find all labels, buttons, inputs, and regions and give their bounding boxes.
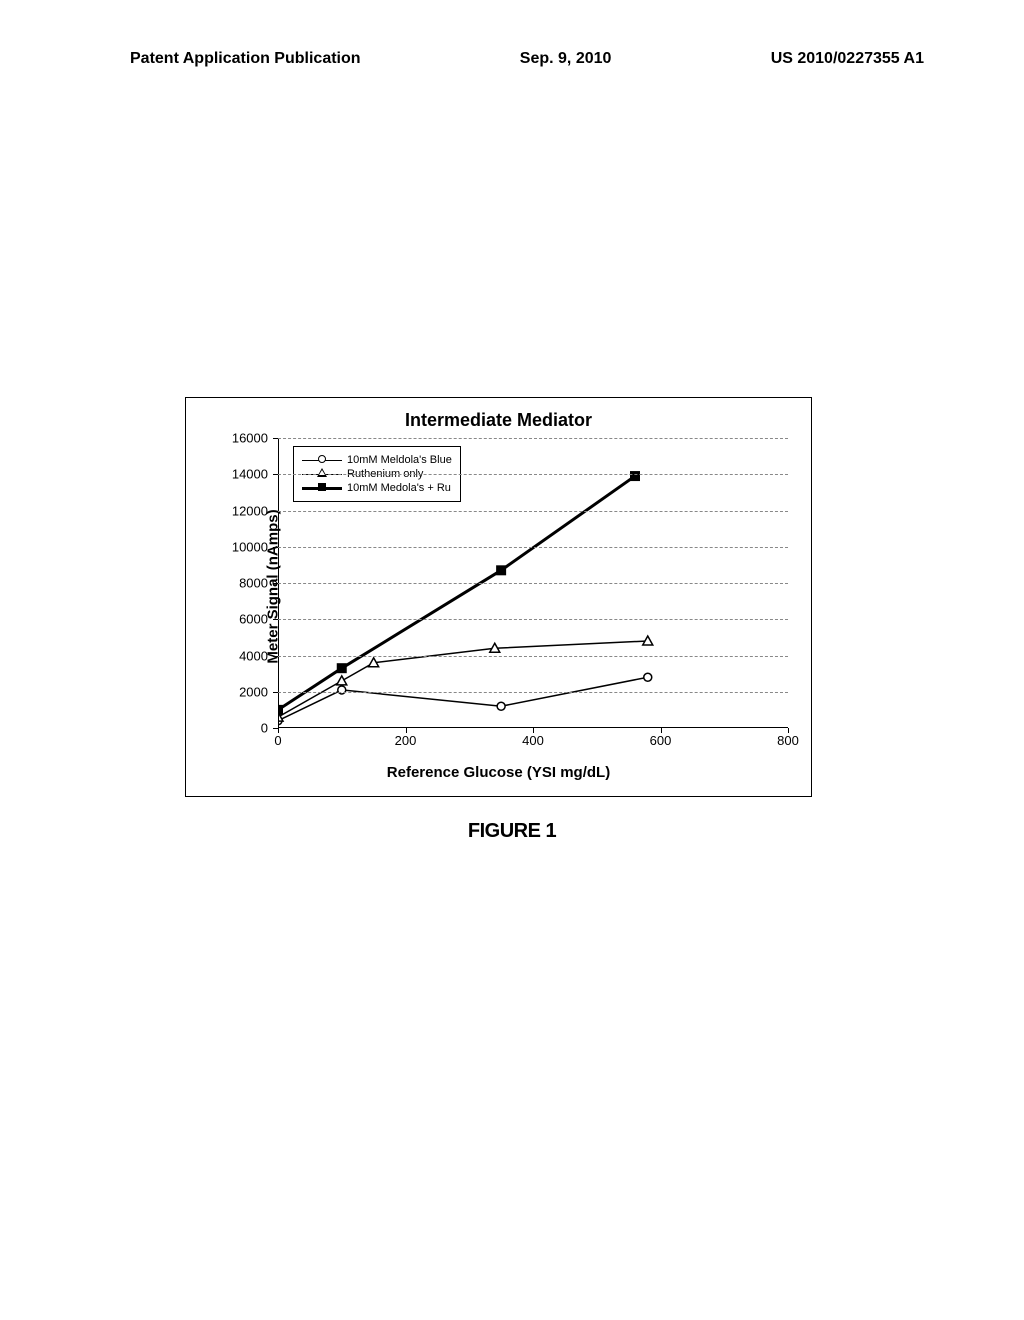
x-tick-label: 0	[274, 733, 281, 748]
y-tick-label: 14000	[232, 467, 268, 482]
gridline	[278, 656, 788, 657]
data-marker	[630, 471, 640, 481]
gridline	[278, 438, 788, 439]
header-right: US 2010/0227355 A1	[771, 50, 924, 68]
legend-item: 10mM Medola's + Ru	[302, 482, 452, 494]
y-tick	[273, 547, 278, 548]
data-marker	[337, 663, 347, 673]
y-tick-label: 0	[261, 721, 268, 736]
square-marker-icon	[318, 483, 326, 491]
gridline	[278, 692, 788, 693]
y-tick-label: 6000	[239, 612, 268, 627]
y-tick-label: 8000	[239, 576, 268, 591]
series-line	[278, 641, 648, 717]
x-tick-label: 800	[777, 733, 799, 748]
x-tick-label: 600	[650, 733, 672, 748]
header-left: Patent Application Publication	[130, 50, 361, 68]
y-tick	[273, 583, 278, 584]
data-marker	[497, 702, 505, 710]
series-line	[278, 677, 648, 721]
y-tick-label: 16000	[232, 431, 268, 446]
data-marker	[644, 673, 652, 681]
gridline	[278, 583, 788, 584]
y-tick-label: 4000	[239, 648, 268, 663]
page-header: Patent Application Publication Sep. 9, 2…	[0, 0, 1024, 88]
x-tick-label: 200	[395, 733, 417, 748]
legend-label: 10mM Medola's + Ru	[347, 482, 451, 494]
x-tick-label: 400	[522, 733, 544, 748]
circle-marker-icon	[318, 455, 326, 463]
y-tick	[273, 511, 278, 512]
plot-area: 10mM Meldola's Blue Ruthenium only 10mM …	[278, 438, 788, 728]
gridline	[278, 547, 788, 548]
y-tick	[273, 656, 278, 657]
y-tick	[273, 438, 278, 439]
x-axis-label: Reference Glucose (YSI mg/dL)	[186, 764, 811, 781]
header-center: Sep. 9, 2010	[520, 50, 612, 68]
figure-caption: FIGURE 1	[0, 820, 1024, 843]
y-tick-label: 10000	[232, 539, 268, 554]
chart-title: Intermediate Mediator	[186, 410, 811, 431]
legend-item: 10mM Meldola's Blue	[302, 454, 452, 466]
gridline	[278, 511, 788, 512]
y-tick-label: 2000	[239, 684, 268, 699]
triangle-marker-icon	[317, 468, 327, 477]
y-tick	[273, 474, 278, 475]
y-tick	[273, 619, 278, 620]
gridline	[278, 619, 788, 620]
legend-label: 10mM Meldola's Blue	[347, 454, 452, 466]
y-tick	[273, 692, 278, 693]
y-tick-label: 12000	[232, 503, 268, 518]
gridline	[278, 474, 788, 475]
chart-container: Intermediate Mediator Meter Signal (nAmp…	[185, 397, 812, 797]
data-marker	[337, 676, 347, 685]
data-marker	[496, 565, 506, 575]
